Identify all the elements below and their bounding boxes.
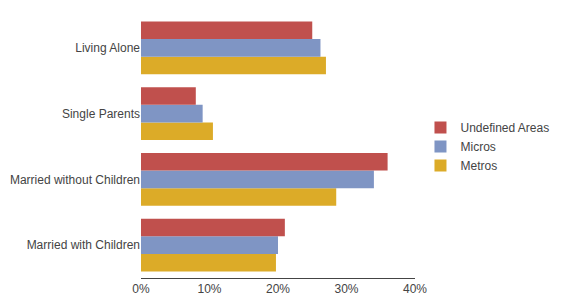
svg-text:20%: 20% bbox=[266, 282, 290, 296]
svg-text:30%: 30% bbox=[334, 282, 358, 296]
svg-text:Micros: Micros bbox=[460, 140, 495, 154]
svg-text:10%: 10% bbox=[197, 282, 221, 296]
svg-text:40%: 40% bbox=[403, 282, 427, 296]
svg-text:Single Parents: Single Parents bbox=[62, 107, 140, 121]
svg-text:Undefined Areas: Undefined Areas bbox=[460, 121, 549, 135]
svg-text:Married with Children: Married with Children bbox=[27, 238, 140, 252]
svg-text:Living Alone: Living Alone bbox=[75, 41, 140, 55]
svg-text:0%: 0% bbox=[132, 282, 150, 296]
svg-text:Metros: Metros bbox=[460, 159, 497, 173]
svg-text:Married without Children: Married without Children bbox=[10, 173, 140, 187]
